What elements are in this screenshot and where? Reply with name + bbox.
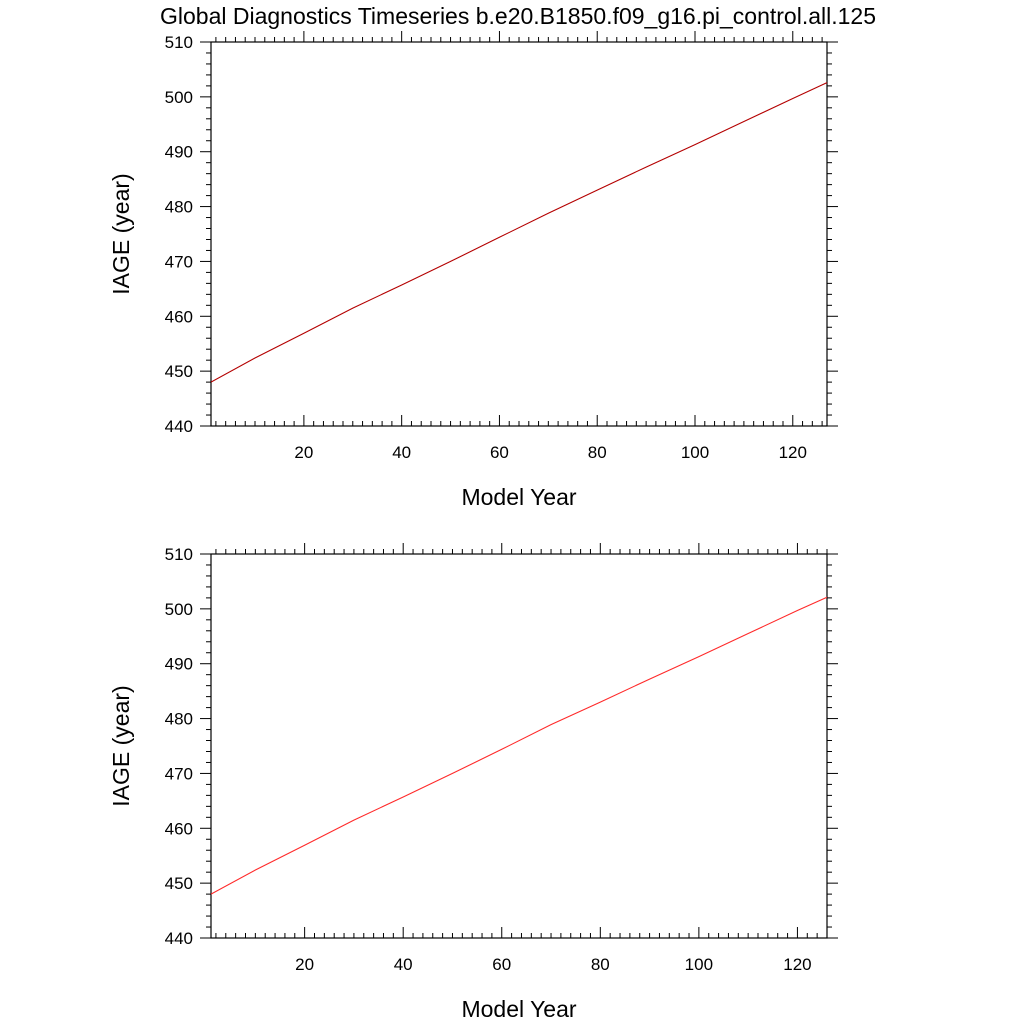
y-tick-label: 490: [165, 143, 193, 162]
y-tick-label: 480: [165, 198, 193, 217]
x-tick-label: 20: [295, 955, 314, 974]
x-tick-label: 80: [588, 443, 607, 462]
chart-panel-1: 20 40 60 80 100 120 440 450 460 470 480 490 500 510 Mo…: [108, 31, 838, 510]
plot-frame: [210, 553, 828, 939]
y-axis-title: IAGE (year): [108, 685, 134, 806]
x-tick-label: 120: [779, 443, 807, 462]
x-tick-label: 40: [394, 955, 413, 974]
y-tick-label: 470: [165, 252, 193, 271]
y-tick-label: 500: [165, 88, 193, 107]
panels: 20 40 60 80 100 120 440 450 460 470 480 490 500 510 Mo…: [108, 31, 838, 1022]
x-axis-title: Model Year: [461, 996, 576, 1022]
chart-panel-2: 20 40 60 80 100 120 440 450 460 470 480 490 500 510 Mo…: [108, 543, 838, 1022]
y-tick-label: 440: [165, 929, 193, 948]
y-tick-label: 510: [165, 545, 193, 564]
x-tick-label: 80: [591, 955, 610, 974]
x-tick-label: 120: [783, 955, 811, 974]
y-tick-label: 470: [165, 764, 193, 783]
plot-frame: [210, 41, 828, 427]
y-tick-label: 450: [165, 874, 193, 893]
y-tick-label: 450: [165, 362, 193, 381]
y-tick-label: 510: [165, 33, 193, 52]
y-tick-label: 480: [165, 710, 193, 729]
y-tick-label: 500: [165, 600, 193, 619]
figure-title: Global Diagnostics Timeseries b.e20.B185…: [160, 3, 876, 29]
y-tick-label: 440: [165, 417, 193, 436]
series-line-1: [210, 82, 828, 383]
x-tick-label: 100: [681, 443, 709, 462]
x-tick-label: 20: [294, 443, 313, 462]
series-line-1: [210, 596, 828, 895]
x-axis-title: Model Year: [461, 484, 576, 510]
y-axis-title: IAGE (year): [108, 173, 134, 294]
y-tick-label: 460: [165, 307, 193, 326]
x-tick-label: 40: [392, 443, 411, 462]
y-tick-label: 460: [165, 819, 193, 838]
x-tick-label: 60: [492, 955, 511, 974]
x-tick-label: 60: [490, 443, 509, 462]
y-tick-label: 490: [165, 655, 193, 674]
x-tick-label: 100: [685, 955, 713, 974]
